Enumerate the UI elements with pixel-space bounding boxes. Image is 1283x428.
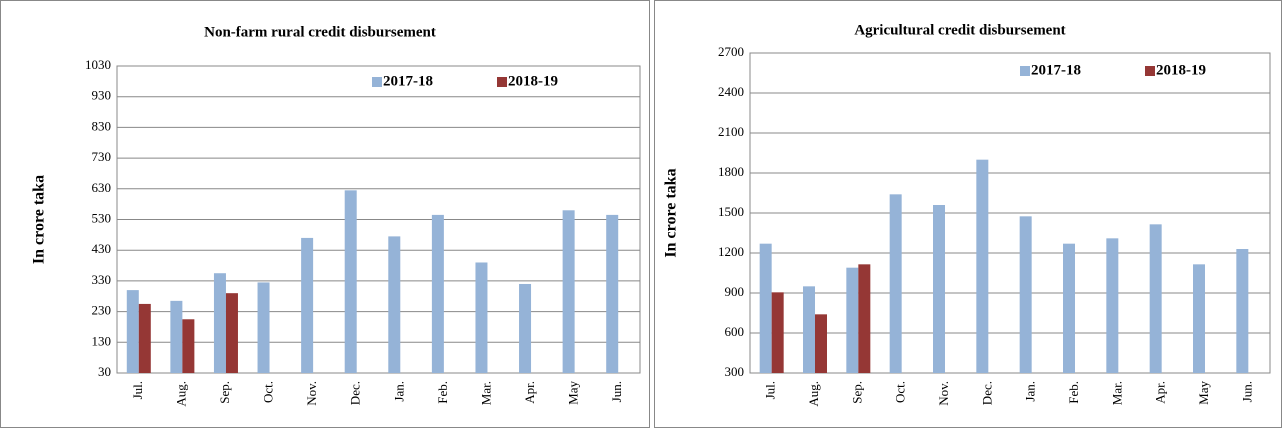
x-tick-label: Feb.	[1066, 381, 1081, 404]
x-tick-label: Dec.	[979, 381, 994, 405]
chart-title: Agricultural credit disbursement	[854, 22, 1065, 38]
y-tick-label: 1030	[85, 57, 111, 72]
bar	[1193, 264, 1205, 373]
bar	[138, 303, 151, 373]
y-tick-label: 2100	[718, 124, 744, 139]
bar	[803, 286, 815, 373]
y-tick-label: 930	[92, 88, 112, 103]
x-tick-label: Dec.	[348, 381, 363, 405]
x-tick-label: Jan.	[391, 381, 406, 402]
x-tick-label: Aug.	[806, 381, 821, 407]
x-tick-label: Jun.	[1239, 381, 1254, 402]
x-tick-label: Sep.	[217, 381, 232, 404]
legend-swatch	[1020, 66, 1030, 76]
bar	[126, 290, 139, 373]
x-tick-label: Jun.	[609, 381, 624, 402]
y-tick-label: 130	[92, 333, 112, 348]
y-tick-label: 1500	[718, 204, 744, 219]
bar	[301, 237, 314, 373]
y-tick-label: 830	[92, 118, 112, 133]
x-tick-label: Nov.	[936, 381, 951, 406]
y-tick-label: 730	[92, 149, 112, 164]
x-tick-label: Sep.	[849, 381, 864, 404]
bar	[606, 214, 619, 373]
bar	[170, 300, 183, 373]
legend-label: 2017-18	[1031, 62, 1081, 78]
x-tick-label: Jul.	[130, 381, 145, 399]
y-tick-label: 1200	[718, 244, 744, 259]
x-tick-label: Jul.	[763, 381, 778, 399]
bar	[1019, 216, 1032, 373]
bar	[475, 262, 488, 373]
legend-label: 2017-18	[383, 73, 433, 89]
x-tick-label: May	[1196, 381, 1211, 405]
plot-border	[116, 65, 641, 374]
legend-swatch	[372, 77, 382, 87]
legend-swatch	[1145, 66, 1155, 76]
bar	[344, 190, 357, 373]
legend-swatch	[497, 77, 507, 87]
bar	[858, 264, 871, 373]
y-tick-label: 2400	[718, 84, 744, 99]
y-tick-label: 630	[92, 180, 112, 195]
y-tick-label: 600	[725, 324, 745, 339]
x-tick-label: Apr.	[522, 381, 537, 404]
bar	[889, 194, 902, 373]
bar	[388, 236, 401, 373]
y-tick-label: 1800	[718, 164, 744, 179]
x-tick-label: Feb.	[435, 381, 450, 404]
x-tick-label: Oct.	[261, 381, 276, 403]
x-tick-label: Mar.	[478, 381, 493, 405]
bar	[182, 319, 195, 373]
bar	[1063, 243, 1075, 373]
bar	[815, 314, 827, 373]
bar	[976, 159, 989, 373]
y-tick-label: 300	[725, 364, 745, 379]
x-tick-label: Mar.	[1109, 381, 1124, 405]
x-tick-label: Apr.	[1153, 381, 1168, 404]
bar	[846, 267, 859, 373]
y-tick-label: 330	[92, 272, 112, 287]
x-tick-label: Nov.	[304, 381, 319, 406]
bar	[257, 282, 270, 373]
bar	[933, 205, 945, 373]
bar	[1236, 249, 1249, 373]
bar	[519, 283, 532, 373]
y-tick-label: 530	[92, 210, 112, 225]
bar	[1106, 238, 1119, 373]
y-axis-label: In crore taka	[663, 168, 680, 257]
y-tick-label: 30	[98, 364, 111, 379]
bar	[213, 273, 226, 373]
y-tick-label: 900	[725, 284, 745, 299]
x-tick-label: Oct.	[893, 381, 908, 403]
bar	[771, 292, 784, 373]
x-tick-label: Jan.	[1023, 381, 1038, 402]
bar	[225, 293, 238, 373]
x-tick-label: May	[566, 381, 581, 405]
bar	[1149, 224, 1162, 373]
y-axis-label: In crore taka	[31, 175, 48, 264]
plot-border	[749, 52, 1271, 374]
x-tick-label: Aug.	[173, 381, 188, 407]
y-tick-label: 430	[92, 241, 112, 256]
chart-title: Non-farm rural credit disbursement	[204, 24, 436, 40]
y-tick-label: 2700	[718, 44, 744, 59]
y-tick-label: 230	[92, 303, 112, 318]
bar	[431, 214, 444, 373]
bar	[759, 243, 772, 373]
legend-label: 2018-19	[508, 73, 558, 89]
legend-label: 2018-19	[1156, 62, 1206, 78]
bar	[562, 210, 575, 373]
